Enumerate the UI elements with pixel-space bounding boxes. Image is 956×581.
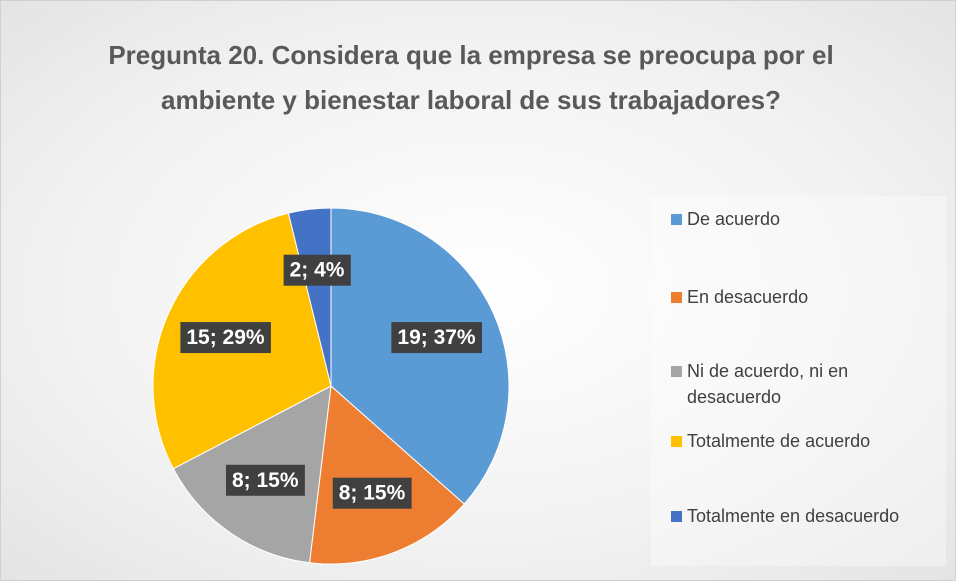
data-label: 2; 4% — [283, 254, 351, 286]
chart-title: Pregunta 20. Considera que la empresa se… — [108, 40, 834, 115]
legend-label: Totalmente en desacuerdo — [687, 506, 900, 526]
legend-label: En desacuerdo — [687, 287, 809, 307]
legend: De acuerdo En desacuerdo Ni de acuerdo, ni… — [651, 196, 946, 566]
legend-swatch — [671, 436, 682, 447]
pie-slice — [308, 384, 465, 565]
legend-entry: En desacuerdo — [671, 284, 941, 310]
legend-entry: Ni de acuerdo, ni en desacuerdo — [671, 358, 941, 410]
data-label-box — [226, 464, 305, 496]
legend-entry: De acuerdo — [671, 206, 941, 232]
pie-slice — [287, 207, 332, 387]
data-label-text: 8; 15% — [339, 482, 406, 505]
data-label: 15; 29% — [180, 322, 271, 354]
legend-swatch — [671, 292, 682, 303]
legend-swatch — [671, 214, 682, 225]
data-label: 8; 15% — [226, 464, 305, 496]
data-label-box — [180, 322, 271, 354]
legend-label: De acuerdo — [687, 209, 781, 229]
legend-entry: Totalmente en desacuerdo — [671, 503, 941, 529]
pie-slice — [330, 207, 510, 505]
data-label-box — [283, 254, 351, 286]
legend-swatch — [671, 511, 682, 522]
data-label-box — [391, 322, 482, 354]
legend-swatch — [671, 366, 682, 377]
data-label: 8; 15% — [332, 477, 412, 509]
legend-label: Totalmente de acuerdo — [687, 431, 871, 451]
data-label-text: 19; 37% — [397, 326, 476, 349]
legend-label: Ni de acuerdo, ni en desacuerdo — [687, 361, 849, 407]
legend-entry: Totalmente de acuerdo — [671, 428, 941, 454]
data-label-text: 2; 4% — [290, 259, 345, 282]
data-label-text: 8; 15% — [232, 469, 299, 492]
data-label-box — [332, 477, 412, 509]
data-label: 19; 37% — [391, 322, 482, 354]
data-label-text: 15; 29% — [186, 326, 265, 349]
